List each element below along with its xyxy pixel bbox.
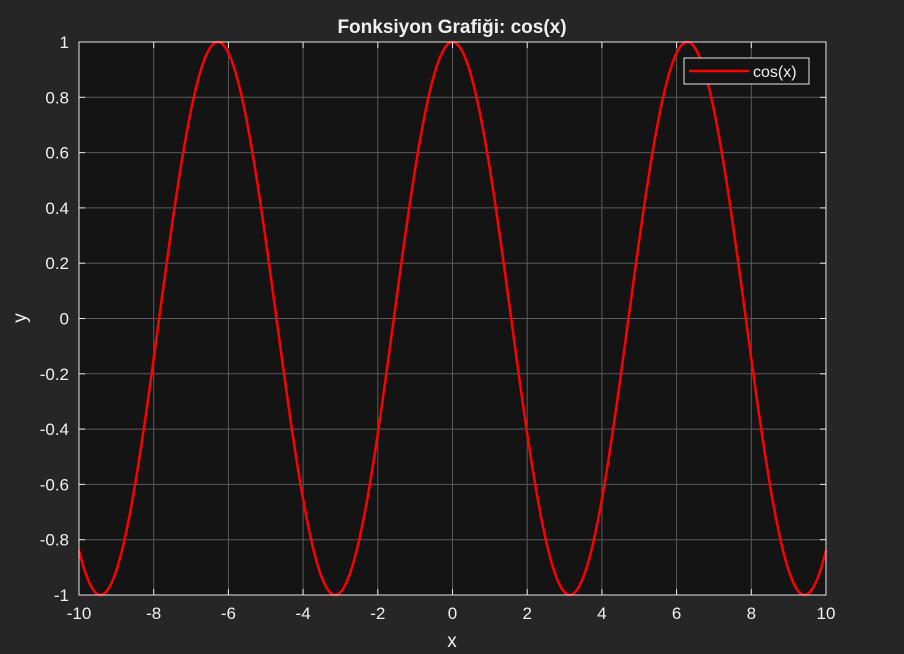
x-axis-label: x [447,631,457,652]
x-tick-label: -10 [67,604,92,623]
x-tick-label: 2 [522,604,531,623]
y-tick-label: -0.4 [40,420,69,439]
y-tick-label: -1 [54,586,69,605]
x-tick-label: 6 [672,604,681,623]
x-tick-label: 8 [747,604,756,623]
y-tick-label: 0.4 [45,199,69,218]
legend: cos(x) [683,57,810,85]
y-tick-label: 1 [60,33,69,52]
tick-labels: -10 -8 -6 -4 -2 0 2 4 6 8 10 -1 -0.8 -0.6 -0.4 -0.2 0 0.2… [40,33,836,623]
ticks [78,41,827,596]
x-tick-label: -8 [146,604,161,623]
y-tick-label: 0 [60,310,69,329]
y-tick-label: 0.6 [45,144,69,163]
chart-title: Fonksiyon Grafiği: cos(x) [337,17,566,38]
x-tick-label: -2 [370,604,385,623]
x-tick-label: 0 [448,604,457,623]
y-tick-label: -0.8 [40,531,69,550]
y-tick-label: 0.8 [45,88,69,107]
x-tick-label: -6 [221,604,236,623]
x-tick-label: 10 [817,604,836,623]
x-tick-label: 4 [597,604,606,623]
y-tick-label: 0.2 [45,254,69,273]
grid [79,42,826,595]
x-tick-label: -4 [296,604,311,623]
y-axis-label: y [10,313,31,323]
y-tick-label: -0.6 [40,475,69,494]
legend-label-cos: cos(x) [753,64,797,81]
y-tick-label: -0.2 [40,365,69,384]
